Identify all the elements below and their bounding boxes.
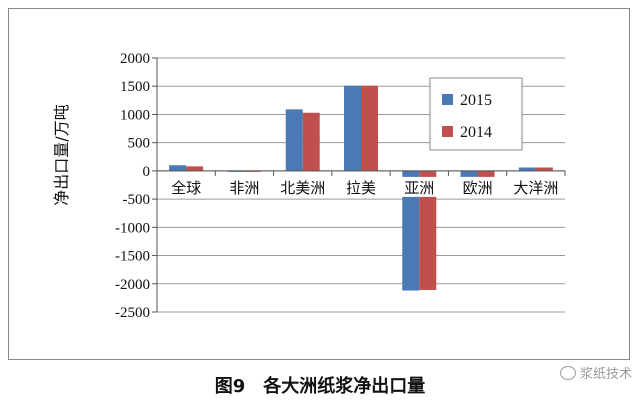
y-tick-label: 500 bbox=[128, 136, 151, 152]
y-tick-label: -2500 bbox=[115, 305, 150, 321]
category-labels: 全球 非洲 北美洲 拉美 亚洲 欧洲 大洋洲 bbox=[168, 176, 562, 197]
category-label: 北美洲 bbox=[280, 179, 325, 197]
figure-caption: 图9 各大洲纸浆净出口量 bbox=[214, 376, 426, 397]
y-tick-label: -1000 bbox=[115, 220, 150, 236]
y-tick-label: -2000 bbox=[115, 277, 150, 293]
category-label-bg bbox=[510, 176, 562, 197]
category-label-bg bbox=[459, 176, 496, 197]
bar-2015-6 bbox=[518, 167, 536, 171]
category-label: 大洋洲 bbox=[513, 179, 558, 197]
legend: 2015 2014 bbox=[429, 77, 523, 151]
bar-2014-3 bbox=[361, 85, 378, 171]
watermark: 浆纸技术 bbox=[559, 363, 632, 382]
legend-label-2014: 2014 bbox=[460, 124, 492, 141]
bar-2015-4 bbox=[402, 170, 420, 291]
chart-frame bbox=[8, 8, 630, 360]
axes bbox=[152, 57, 566, 313]
category-label: 全球 bbox=[171, 179, 201, 197]
legend-label-2015: 2015 bbox=[460, 92, 492, 109]
bar-2014-0 bbox=[186, 166, 204, 171]
category-label-bg bbox=[277, 176, 329, 197]
bar-2014-6 bbox=[535, 167, 553, 171]
category-label-bg bbox=[343, 176, 379, 197]
y-tick-label: 0 bbox=[143, 164, 151, 180]
legend-swatch-2014 bbox=[442, 126, 453, 137]
y-axis-label: 净出口量/万吨 bbox=[52, 104, 71, 206]
legend-box bbox=[429, 77, 523, 151]
wechat-icon bbox=[559, 365, 576, 380]
bar-2015-0 bbox=[169, 165, 187, 171]
y-tick-label: 2000 bbox=[120, 51, 150, 67]
bar-2014-4 bbox=[419, 170, 437, 290]
y-tick-label: 1500 bbox=[120, 79, 150, 95]
y-tick-label: 1000 bbox=[120, 107, 150, 123]
y-tick-label: -1500 bbox=[115, 249, 150, 265]
bar-2015-2 bbox=[285, 109, 303, 171]
y-tick-labels: 2000 1500 1000 500 0 -500 -1000 -1500 -2000 -2500 bbox=[115, 51, 150, 321]
y-tick-label: -500 bbox=[123, 192, 151, 208]
bar-2015-3 bbox=[344, 85, 361, 171]
category-label: 亚洲 bbox=[404, 179, 434, 197]
bar-2014-2 bbox=[302, 112, 320, 171]
category-label: 非洲 bbox=[229, 179, 259, 197]
legend-swatch-2015 bbox=[442, 94, 453, 105]
category-label-bg bbox=[401, 176, 438, 197]
category-label: 拉美 bbox=[346, 179, 376, 197]
watermark-text: 浆纸技术 bbox=[579, 367, 632, 382]
bars bbox=[169, 85, 553, 291]
category-label-bg bbox=[168, 176, 205, 197]
category-label: 欧洲 bbox=[463, 179, 493, 197]
category-label-bg bbox=[226, 176, 263, 197]
